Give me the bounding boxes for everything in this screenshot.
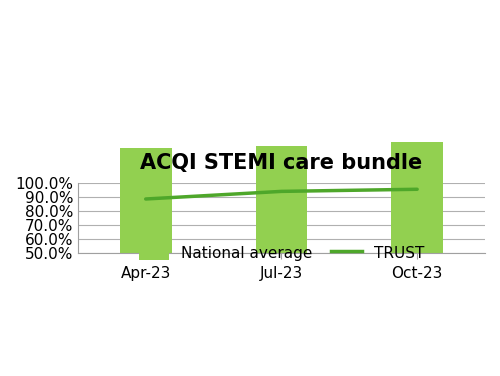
Bar (392, 142, 443, 253)
Bar (256, 146, 307, 253)
Bar (120, 148, 172, 253)
Title: ACQI STEMI care bundle: ACQI STEMI care bundle (140, 153, 422, 173)
Legend: National average, TRUST: National average, TRUST (131, 237, 432, 268)
